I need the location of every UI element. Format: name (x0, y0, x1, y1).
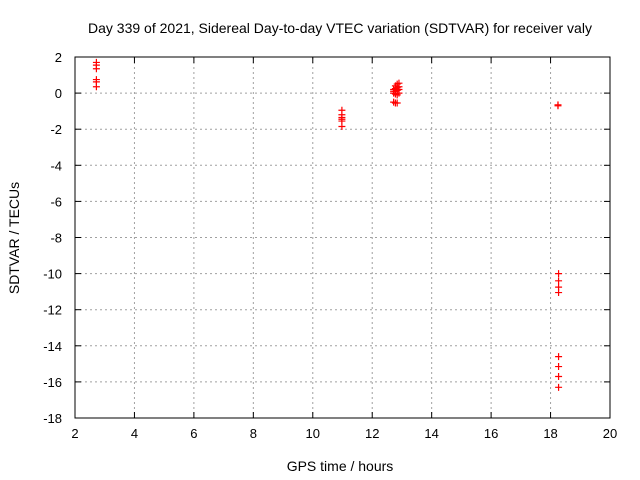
x-axis-label: GPS time / hours (287, 458, 394, 474)
data-point (393, 91, 401, 99)
data-point (555, 383, 563, 391)
data-point (555, 277, 563, 285)
x-tick-label: 18 (543, 426, 557, 441)
x-tick-label: 6 (190, 426, 197, 441)
x-tick-label: 12 (365, 426, 379, 441)
y-axis-ticks: 2 0 -2 -4 -6 -8 -10 -12 -14 -16 -18 (43, 50, 610, 426)
data-point (390, 98, 398, 106)
data-point (555, 372, 563, 380)
data-point (555, 363, 563, 371)
y-tick-label: -10 (43, 267, 62, 282)
chart-title: Day 339 of 2021, Sidereal Day-to-day VTE… (88, 20, 592, 36)
y-tick-label: -18 (43, 411, 62, 426)
x-tick-label: 2 (71, 426, 78, 441)
data-point (393, 99, 401, 107)
y-tick-label: -16 (43, 375, 62, 390)
data-point (555, 353, 563, 361)
y-axis-label: SDTVAR / TECUs (6, 182, 22, 294)
data-point (554, 102, 562, 110)
x-tick-label: 4 (131, 426, 138, 441)
y-tick-label: -12 (43, 303, 62, 318)
y-tick-label: -14 (43, 339, 62, 354)
y-tick-label: -2 (50, 122, 62, 137)
y-tick-label: -4 (50, 158, 62, 173)
x-tick-label: 16 (484, 426, 498, 441)
data-point (338, 122, 346, 130)
x-tick-label: 8 (250, 426, 257, 441)
data-point (555, 270, 563, 278)
data-point (395, 89, 403, 97)
y-tick-label: 0 (55, 86, 62, 101)
x-tick-label: 10 (306, 426, 320, 441)
y-tick-label: 2 (55, 50, 62, 65)
y-tick-label: -6 (50, 194, 62, 209)
data-point (555, 289, 563, 297)
x-tick-label: 14 (424, 426, 438, 441)
x-tick-label: 20 (603, 426, 617, 441)
data-point (92, 65, 100, 73)
data-point (92, 83, 100, 91)
data-points (92, 58, 563, 391)
y-tick-label: -8 (50, 231, 62, 246)
plot-frame (74, 56, 611, 419)
grid (75, 57, 610, 418)
